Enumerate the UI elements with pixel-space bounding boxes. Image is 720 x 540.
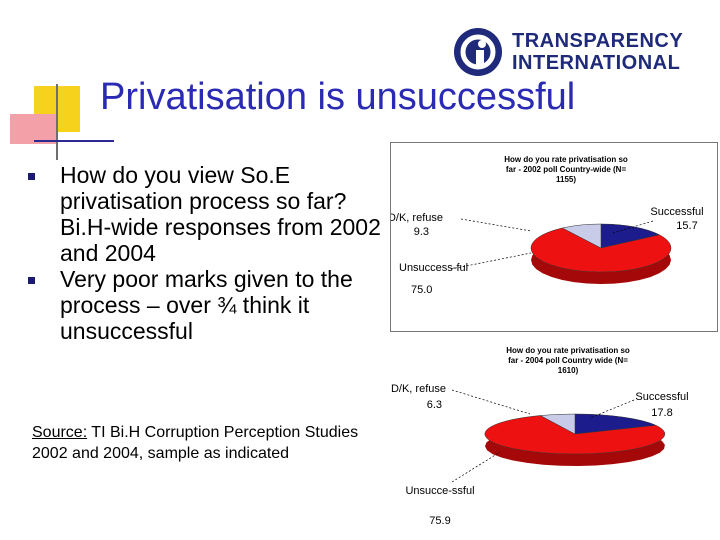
logo-line1: TRANSPARENCY [512,30,684,52]
slice-label: Unsucce-ssful [405,485,474,497]
chart-title-line: How do you rate privatisation so [506,346,630,355]
bullet-item: How do you view So.E privatisation proce… [28,162,388,266]
chart-title-line: How do you rate privatisation so [504,155,628,164]
slice-value-label: 75.9 [429,515,450,527]
leader-line [451,389,531,415]
chart-title-line: 1610) [558,366,579,375]
slice-value-label: 75.0 [411,284,432,296]
bullet-item: Very poor marks given to the process – o… [28,266,388,344]
pie-slice-d-k-refuse [561,223,602,249]
bullet-text: Very poor marks given to the process – o… [60,266,353,344]
leader-line [451,451,501,483]
leader-line [450,252,532,270]
page-title: Privatisation is unsuccessful [100,76,576,118]
slice-label: Successful [635,391,688,403]
bullet-list: How do you view So.E privatisation proce… [28,162,388,344]
pie-slice-side [531,228,671,284]
slice-label: Successful [650,206,703,218]
decor-line-vertical [56,84,58,160]
logo-globe-icon [454,28,502,76]
leader-line [460,218,532,232]
pie-slice-d-k-refuse [539,413,576,435]
logo-wordmark: TRANSPARENCY INTERNATIONAL [512,30,683,74]
bullet-text: How do you view So.E privatisation proce… [60,162,381,266]
chart-title-line: far - 2004 poll Country wide (N= [508,356,628,365]
pie-slice-successful [600,223,661,249]
leader-line [589,399,635,419]
slice-value-label: 6.3 [427,399,442,411]
slice-label: D/K, refuse [391,383,446,395]
source-text: TI Bi.H Corruption Perception Studies 20… [32,424,359,462]
pie-slice-unsuccessful [484,415,666,455]
bullet-square-icon [28,173,35,180]
leader-line [612,220,654,234]
slice-value-label: 17.8 [651,407,672,419]
pie-slice-successful [574,413,657,435]
decor-line-horizontal [34,140,114,142]
source-label: Source: [32,424,88,441]
logo-line2: INTERNATIONAL [512,52,681,74]
decor-square-red [10,114,56,144]
pie-slice-unsuccessful [530,227,672,273]
bullet-square-icon [28,277,35,284]
slice-label: Unsuccess-ful [399,262,468,274]
source-note: Source: TI Bi.H Corruption Perception St… [32,422,372,464]
chart-title-line: far - 2002 poll Country-wide (N= [506,165,627,174]
chart-title-line: 1155) [556,175,576,184]
slice-value-label: 15.7 [676,220,697,232]
slice-value-label: 9.3 [414,226,429,238]
slice-label: D/K, refuse [390,212,443,224]
